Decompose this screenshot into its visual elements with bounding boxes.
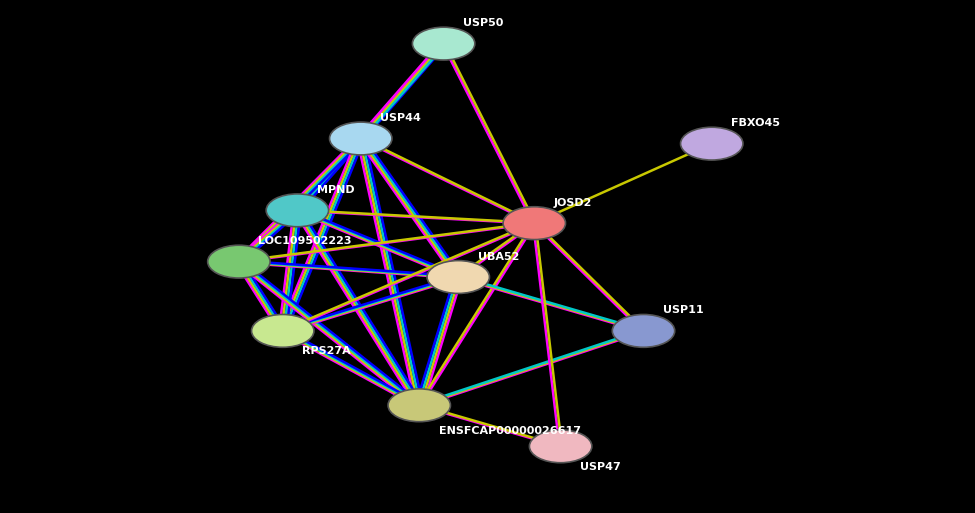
Circle shape — [529, 430, 592, 463]
Text: RPS27A: RPS27A — [302, 346, 351, 357]
Circle shape — [266, 194, 329, 227]
Text: USP11: USP11 — [663, 305, 704, 315]
Text: JOSD2: JOSD2 — [554, 198, 592, 208]
Text: FBXO45: FBXO45 — [731, 118, 780, 128]
Circle shape — [612, 314, 675, 347]
Circle shape — [388, 389, 450, 422]
Text: ENSFCAP00000026617: ENSFCAP00000026617 — [439, 426, 581, 436]
Circle shape — [330, 122, 392, 155]
Text: MPND: MPND — [317, 185, 355, 195]
Circle shape — [427, 261, 489, 293]
Text: USP50: USP50 — [463, 18, 503, 28]
Text: UBA52: UBA52 — [478, 251, 519, 262]
Circle shape — [503, 207, 566, 240]
Text: USP47: USP47 — [580, 462, 621, 472]
Circle shape — [681, 127, 743, 160]
Text: LOC109502223: LOC109502223 — [258, 236, 352, 246]
Circle shape — [412, 27, 475, 60]
Circle shape — [252, 314, 314, 347]
Circle shape — [208, 245, 270, 278]
Text: USP44: USP44 — [380, 113, 421, 123]
